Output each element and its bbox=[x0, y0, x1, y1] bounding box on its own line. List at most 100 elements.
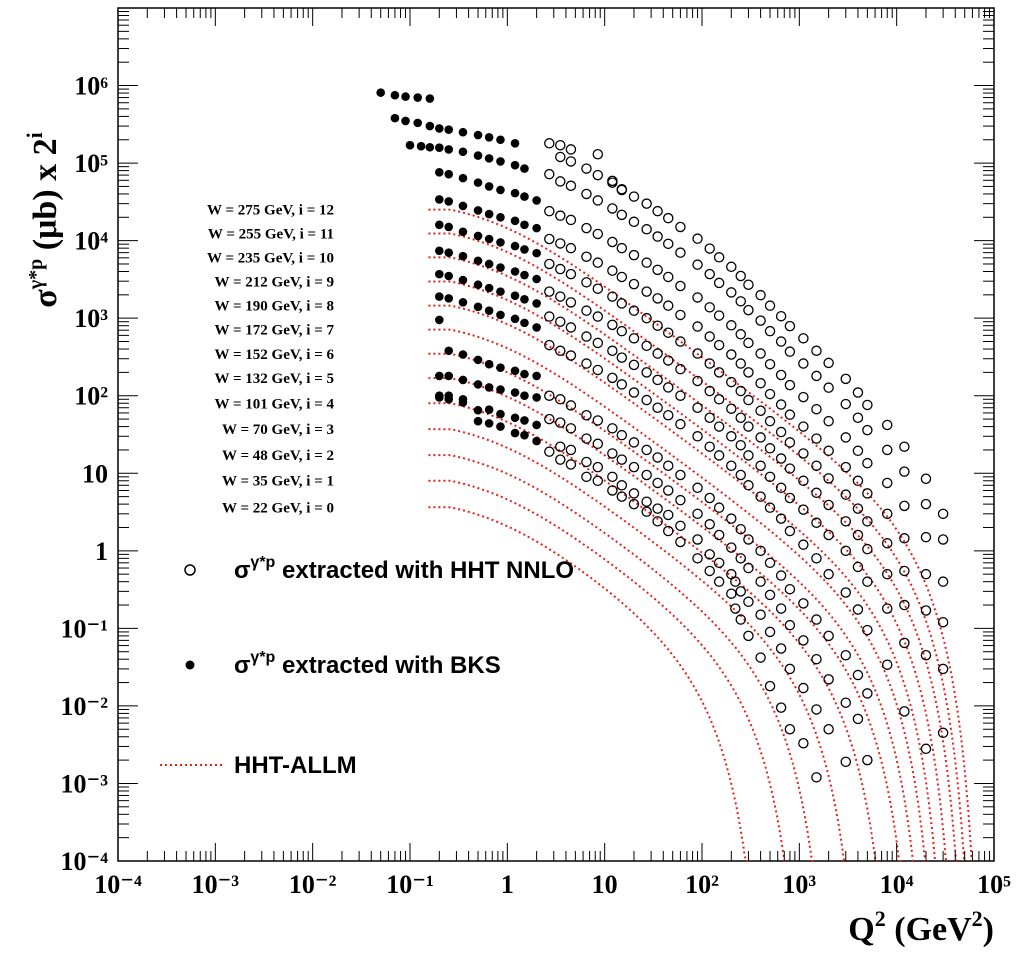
nnlo-point bbox=[692, 431, 703, 442]
bks-point bbox=[435, 168, 444, 177]
nnlo-point bbox=[704, 519, 715, 530]
nnlo-point bbox=[565, 350, 577, 361]
x-tick-label: 10⁻³ bbox=[192, 870, 240, 899]
nnlo-point bbox=[616, 429, 628, 441]
nnlo-point bbox=[555, 176, 566, 187]
nnlo-point bbox=[704, 268, 715, 280]
nnlo-point bbox=[784, 492, 796, 504]
nnlo-point bbox=[565, 322, 577, 333]
nnlo-point bbox=[692, 482, 703, 494]
nnlo-point bbox=[743, 421, 754, 432]
nnlo-point bbox=[544, 413, 555, 425]
model-curve bbox=[428, 402, 878, 862]
nnlo-point bbox=[607, 448, 618, 459]
bks-point bbox=[510, 188, 520, 198]
series-label: W = 70 GeV, i = 3 bbox=[222, 422, 334, 438]
nnlo-point bbox=[862, 457, 873, 469]
nnlo-point bbox=[735, 412, 746, 423]
x-tick-label: 10³ bbox=[782, 870, 816, 899]
nnlo-point bbox=[735, 296, 746, 307]
bks-point bbox=[484, 306, 494, 315]
nnlo-point bbox=[899, 599, 910, 611]
bks-point bbox=[413, 93, 423, 102]
nnlo-point bbox=[713, 450, 725, 461]
nnlo-point bbox=[743, 630, 754, 642]
bks-point bbox=[444, 346, 454, 356]
nnlo-point bbox=[565, 156, 577, 167]
nnlo-point bbox=[798, 358, 809, 369]
nnlo-point bbox=[616, 352, 628, 363]
nnlo-point bbox=[840, 373, 852, 385]
nnlo-point bbox=[784, 320, 796, 332]
model-curve bbox=[428, 352, 916, 862]
nnlo-point bbox=[607, 236, 618, 248]
y-tick-label: 10⁻¹ bbox=[60, 614, 108, 643]
bks-point bbox=[435, 391, 444, 401]
nnlo-point bbox=[675, 469, 686, 481]
nnlo-point bbox=[726, 431, 737, 442]
model-curve bbox=[428, 506, 749, 862]
nnlo-point bbox=[784, 379, 796, 391]
data-points bbox=[376, 88, 949, 783]
nnlo-point bbox=[755, 491, 766, 502]
nnlo-point bbox=[565, 400, 577, 411]
nnlo-point bbox=[920, 531, 932, 543]
bks-point bbox=[484, 133, 494, 142]
bks-point bbox=[473, 416, 483, 426]
bks-point bbox=[444, 371, 454, 381]
nnlo-point bbox=[881, 419, 893, 431]
bks-point bbox=[458, 201, 468, 211]
nnlo-point bbox=[735, 469, 746, 481]
nnlo-point bbox=[823, 445, 834, 457]
y-tick-label: 10² bbox=[74, 382, 108, 411]
nnlo-point bbox=[616, 184, 628, 196]
nnlo-point bbox=[726, 349, 737, 360]
nnlo-point bbox=[899, 466, 910, 477]
bks-point bbox=[520, 369, 529, 379]
nnlo-point bbox=[862, 754, 873, 766]
bks-point bbox=[532, 299, 541, 308]
nnlo-point bbox=[662, 271, 674, 283]
nnlo-point bbox=[692, 348, 703, 359]
nnlo-point bbox=[675, 418, 686, 430]
bks-point bbox=[532, 223, 541, 233]
bks-point bbox=[458, 375, 468, 385]
model-curve bbox=[428, 328, 927, 862]
bks-point bbox=[520, 295, 529, 304]
nnlo-point bbox=[662, 238, 674, 250]
nnlo-point bbox=[641, 198, 652, 209]
bks-point bbox=[458, 227, 468, 237]
y-tick-labels: 10⁻⁴ 10⁻³ 10⁻² 10⁻¹ 1 10 10² 10³ 10⁴ 10⁵ 10⁶ bbox=[60, 72, 108, 876]
nnlo-point bbox=[662, 300, 674, 311]
nnlo-point bbox=[592, 461, 604, 473]
nnlo-point bbox=[592, 228, 604, 240]
bks-point bbox=[496, 263, 505, 272]
bks-point bbox=[496, 287, 505, 296]
nnlo-point bbox=[735, 614, 746, 625]
nnlo-point bbox=[628, 216, 640, 228]
nnlo-point bbox=[764, 358, 776, 370]
bks-point bbox=[458, 350, 468, 359]
nnlo-point bbox=[764, 626, 776, 638]
nnlo-point bbox=[581, 331, 592, 342]
nnlo-point bbox=[592, 415, 604, 426]
nnlo-point bbox=[652, 348, 663, 359]
nnlo-point bbox=[704, 412, 715, 423]
nnlo-point bbox=[555, 151, 566, 163]
nnlo-point bbox=[840, 432, 852, 443]
bks-point bbox=[458, 147, 468, 157]
nnlo-point bbox=[811, 614, 822, 625]
y-tick-label: 10⁶ bbox=[74, 72, 108, 101]
nnlo-point bbox=[565, 214, 577, 226]
nnlo-point bbox=[798, 391, 809, 403]
bks-point bbox=[484, 234, 494, 244]
nnlo-point bbox=[852, 387, 864, 398]
nnlo-point bbox=[881, 477, 893, 489]
model-curve bbox=[428, 479, 787, 862]
nnlo-point bbox=[592, 475, 604, 487]
bks-point bbox=[458, 251, 468, 261]
nnlo-point bbox=[726, 287, 737, 298]
nnlo-point bbox=[592, 364, 604, 376]
bks-point bbox=[473, 130, 483, 140]
